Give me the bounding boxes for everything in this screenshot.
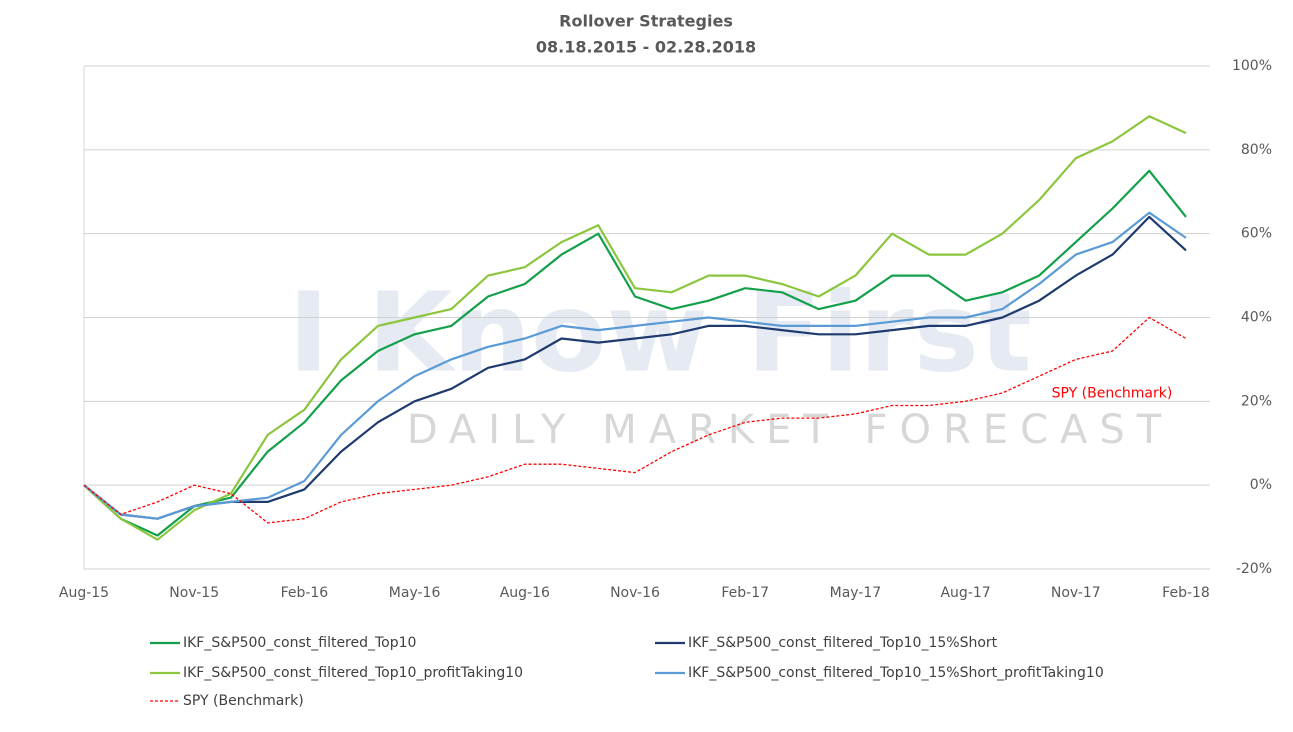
y-tick-label: 0% [1250, 477, 1272, 493]
series-line [83, 215, 1187, 520]
legend-label: SPY (Benchmark) [183, 693, 304, 709]
legend-label: IKF_S&P500_const_filtered_Top10_profitTa… [183, 665, 523, 681]
chart-title: Rollover Strategies [559, 12, 733, 31]
legend-label: IKF_S&P500_const_filtered_Top10_15%Short [688, 635, 998, 651]
x-tick-label: Aug-16 [500, 585, 550, 601]
watermark: I Know First [288, 268, 1031, 396]
x-tick-label: Feb-16 [281, 585, 329, 601]
legend-label: IKF_S&P500_const_filtered_Top10 [183, 635, 416, 651]
x-tick-label: May-17 [830, 585, 882, 601]
y-tick-label: 100% [1232, 58, 1272, 74]
x-tick-label: Feb-18 [1162, 585, 1210, 601]
chart-subtitle: 08.18.2015 - 02.28.2018 [536, 38, 756, 57]
annotation: SPY (Benchmark) [1052, 385, 1173, 401]
x-tick-label: Nov-15 [169, 585, 219, 601]
y-tick-label: 20% [1241, 393, 1272, 409]
x-tick-label: Feb-17 [721, 585, 769, 601]
series-line [83, 211, 1187, 520]
x-tick-label: Nov-17 [1051, 585, 1101, 601]
x-tick-label: Nov-16 [610, 585, 660, 601]
series-line [83, 169, 1187, 537]
x-tick-label: Aug-15 [59, 585, 109, 601]
series-line [83, 316, 1187, 524]
y-tick-label: 80% [1241, 142, 1272, 158]
watermark: DAILY MARKET FORECAST [407, 407, 1173, 453]
x-tick-label: May-16 [389, 585, 441, 601]
x-tick-label: Aug-17 [940, 585, 990, 601]
y-tick-label: 60% [1241, 226, 1272, 242]
series-line [83, 115, 1187, 541]
y-tick-label: -20% [1236, 561, 1272, 577]
legend-label: IKF_S&P500_const_filtered_Top10_15%Short… [688, 665, 1104, 681]
y-tick-label: 40% [1241, 310, 1272, 326]
